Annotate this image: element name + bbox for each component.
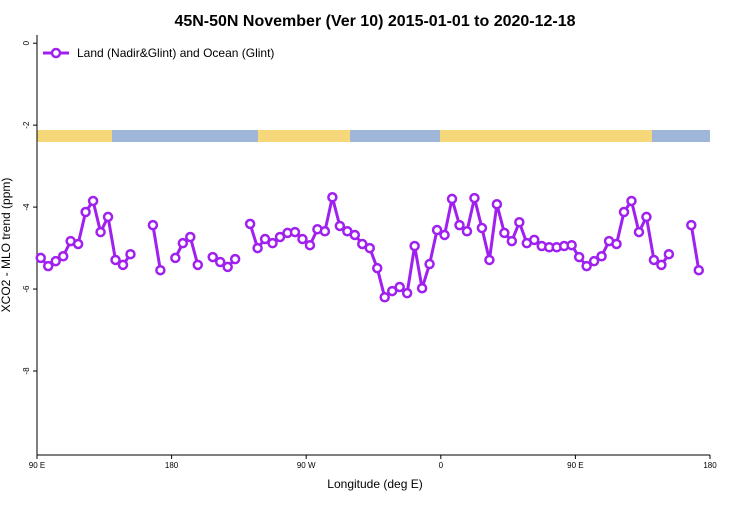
point [297,233,308,245]
point [529,234,540,246]
point [499,227,510,239]
y-tick-label: -8 [22,367,31,375]
point [72,238,84,250]
y-tick-label: -2 [22,121,31,129]
point [117,259,129,271]
point [379,291,390,303]
point [386,285,398,297]
point [267,237,278,249]
point [252,242,263,254]
point [50,255,61,267]
point [416,282,428,294]
point [214,256,226,268]
point [446,193,458,205]
x-tick-label: 90 W [297,461,316,470]
legend-marker [50,47,62,59]
point [95,226,106,238]
point [155,264,166,276]
land-band [258,130,350,142]
point [693,264,705,276]
point [633,226,645,238]
x-tick-label: 90 E [567,461,583,470]
point [192,259,204,271]
line [689,224,701,271]
land-band [37,130,112,142]
chart-title: 45N-50N November (Ver 10) 2015-01-01 to … [174,13,575,30]
x-tick-label: 180 [165,461,179,470]
point [469,192,480,204]
point [573,251,585,263]
land-band [440,130,652,142]
point [566,239,577,251]
point [222,261,233,273]
x-tick-label: 0 [439,461,444,470]
point [424,258,435,270]
point [454,219,465,231]
y-tick-label: 0 [22,40,31,45]
point [364,242,376,254]
point [431,224,443,236]
point [596,251,607,262]
point [357,238,368,250]
point [648,254,660,266]
point [170,252,181,264]
point [289,226,301,238]
x-axis-label: Longitude (deg E) [327,477,422,491]
y-tick-label: -6 [22,285,31,293]
point [319,226,331,237]
point [409,240,420,252]
point [334,220,346,232]
point [588,255,600,267]
y-axis-label: XCO2 - MLO trend (ppm) [0,178,13,313]
point [581,260,592,272]
point [611,238,622,250]
point [110,254,121,266]
point [439,229,450,241]
point [626,195,637,207]
line [151,224,162,271]
point [177,237,189,249]
point [394,281,405,293]
point [641,211,652,223]
point [484,254,495,266]
point [102,211,114,223]
point [476,222,488,234]
point [491,198,503,210]
map-strip [37,130,710,142]
point [371,262,383,274]
point [259,233,271,245]
x-tick-label: 180 [703,461,717,470]
point [461,226,473,237]
point [35,252,46,264]
point [244,218,256,230]
point [656,259,667,271]
point [686,219,697,231]
point [207,251,218,263]
x-tick-label: 90 E [29,461,45,470]
legend-label: Land (Nadir&Glint) and Ocean (Glint) [77,46,274,60]
point [87,195,99,207]
point [349,229,361,241]
point [42,260,54,272]
point [147,219,159,231]
point [57,251,69,262]
point [401,287,413,299]
y-tick-label: -4 [22,203,31,211]
point [125,248,136,260]
point [618,206,630,218]
point [229,253,241,265]
point [506,235,518,247]
point [514,217,525,228]
point [327,192,338,203]
point [80,206,91,218]
point [185,231,196,243]
point [274,231,286,243]
point [663,248,675,260]
point [304,239,316,251]
